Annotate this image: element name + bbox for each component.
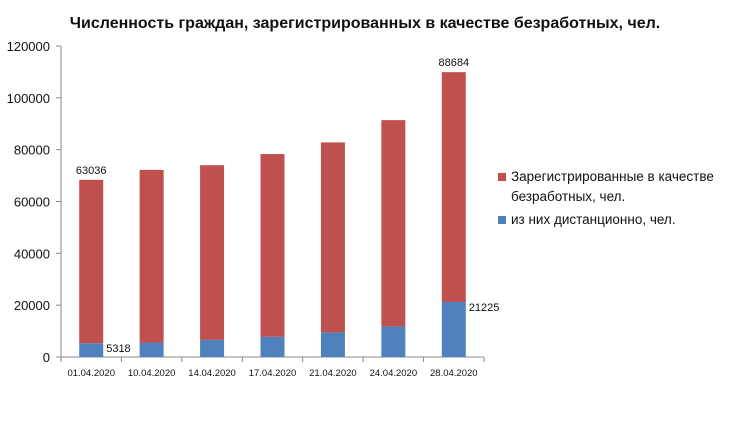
data-label: 63036: [76, 165, 107, 177]
y-tick-label: 100000: [7, 91, 50, 106]
bar-segment: [200, 339, 225, 357]
bar-segment: [320, 332, 345, 357]
data-label: 21225: [469, 302, 500, 314]
chart-title: Численность граждан, зарегистрированных …: [70, 15, 660, 32]
x-tick-label: 24.04.2020: [370, 368, 418, 379]
bar-segment: [79, 179, 104, 344]
x-tick-label: 10.04.2020: [128, 368, 176, 379]
legend-swatch: [498, 173, 506, 181]
bar-segment: [139, 169, 164, 343]
bar-segment: [441, 301, 466, 357]
data-labels: 5318 21225 63036 88684: [76, 57, 499, 355]
legend-label: безработных, чел.: [511, 189, 625, 204]
x-tick-label: 28.04.2020: [430, 368, 478, 379]
legend-label: Зарегистрированные в качестве: [511, 169, 714, 184]
bar-segment: [139, 342, 164, 357]
legend-swatch: [498, 216, 506, 224]
x-tick-label: 01.04.2020: [67, 368, 115, 379]
bar-segment: [441, 72, 466, 302]
data-label: 5318: [106, 343, 130, 355]
x-tick-label: 17.04.2020: [249, 368, 297, 379]
data-label: 88684: [438, 57, 469, 69]
y-tick-label: 20000: [14, 298, 50, 313]
bar-segment: [381, 120, 406, 327]
y-tick-label: 80000: [14, 143, 50, 158]
bar-segment: [320, 142, 345, 333]
y-tick-label: 40000: [14, 246, 50, 261]
x-tick-label: 21.04.2020: [309, 368, 357, 379]
axes: 0 20000 40000 60000 80000 100000 120000 01.04.2…: [7, 39, 485, 379]
bar-segment: [260, 154, 285, 337]
y-tick-label: 0: [43, 350, 50, 365]
legend-label: из них дистанционно, чел.: [511, 212, 676, 227]
y-tick-label: 60000: [14, 195, 50, 210]
bar-segment: [79, 343, 104, 357]
bar-segment: [381, 326, 406, 357]
legend: Зарегистрированные в качестве безработных…: [498, 169, 714, 227]
bar-segment: [260, 336, 285, 357]
bars: [79, 72, 466, 357]
y-tick-label: 120000: [7, 39, 50, 54]
bar-segment: [200, 165, 225, 340]
x-tick-label: 14.04.2020: [188, 368, 236, 379]
